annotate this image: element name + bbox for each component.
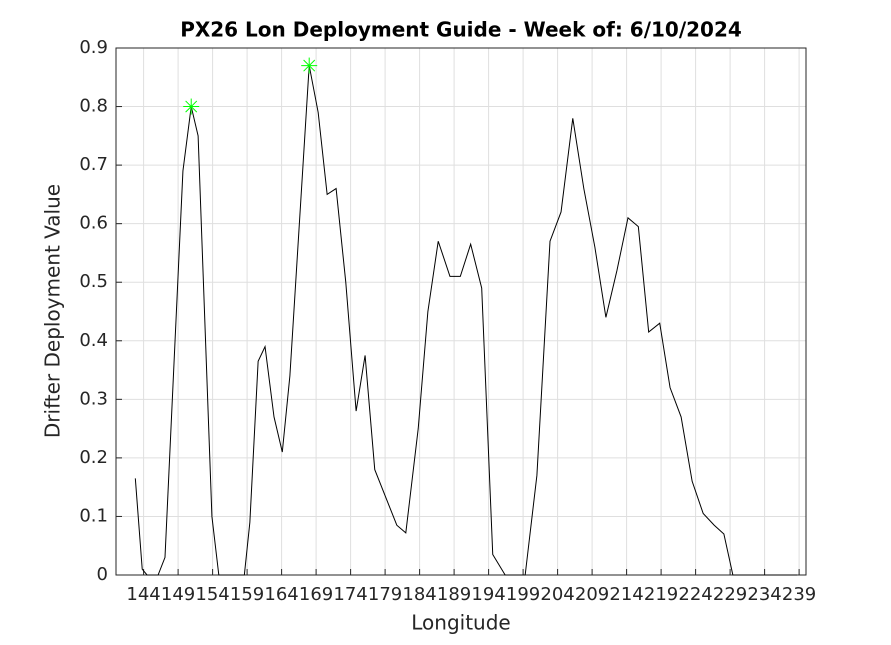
peak-marker (301, 57, 318, 74)
x-tick-label: 144 (126, 584, 160, 605)
y-tick-label: 0.8 (79, 96, 108, 117)
y-tick-label: 0.7 (79, 154, 108, 175)
x-tick-label: 174 (333, 584, 367, 605)
y-tick-label: 0.5 (79, 271, 108, 292)
y-tick-label: 0.6 (79, 213, 108, 234)
x-tick-label: 209 (575, 584, 609, 605)
y-axis-label: Drifter Deployment Value (41, 184, 65, 438)
y-tick-label: 0.1 (79, 505, 108, 526)
x-tick-label: 159 (230, 584, 264, 605)
x-tick-label: 214 (609, 584, 643, 605)
y-tick-label: 0.9 (79, 37, 108, 58)
y-tick-label: 0 (97, 564, 108, 585)
x-tick-label: 194 (471, 584, 505, 605)
x-tick-label: 184 (402, 584, 436, 605)
x-tick-label: 149 (161, 584, 195, 605)
x-tick-label: 154 (195, 584, 229, 605)
x-axis-label: Longitude (411, 611, 510, 635)
x-tick-label: 179 (368, 584, 402, 605)
x-tick-label: 224 (678, 584, 712, 605)
y-tick-label: 0.4 (79, 330, 108, 351)
y-tick-label: 0.3 (79, 388, 108, 409)
x-tick-label: 199 (506, 584, 540, 605)
x-tick-label: 164 (264, 584, 298, 605)
x-tick-label: 189 (437, 584, 471, 605)
data-line (134, 65, 798, 576)
x-tick-label: 204 (540, 584, 574, 605)
peak-marker (183, 98, 200, 115)
chart-title: PX26 Lon Deployment Guide - Week of: 6/1… (180, 18, 742, 42)
x-tick-label: 169 (299, 584, 333, 605)
x-tick-label: 239 (782, 584, 816, 605)
marker-stroke (303, 59, 316, 72)
x-tick-label: 229 (713, 584, 747, 605)
x-tick-label: 219 (644, 584, 678, 605)
y-tick-label: 0.2 (79, 447, 108, 468)
x-tick-label: 234 (747, 584, 781, 605)
plot-frame (115, 47, 807, 576)
marker-stroke (185, 100, 198, 113)
